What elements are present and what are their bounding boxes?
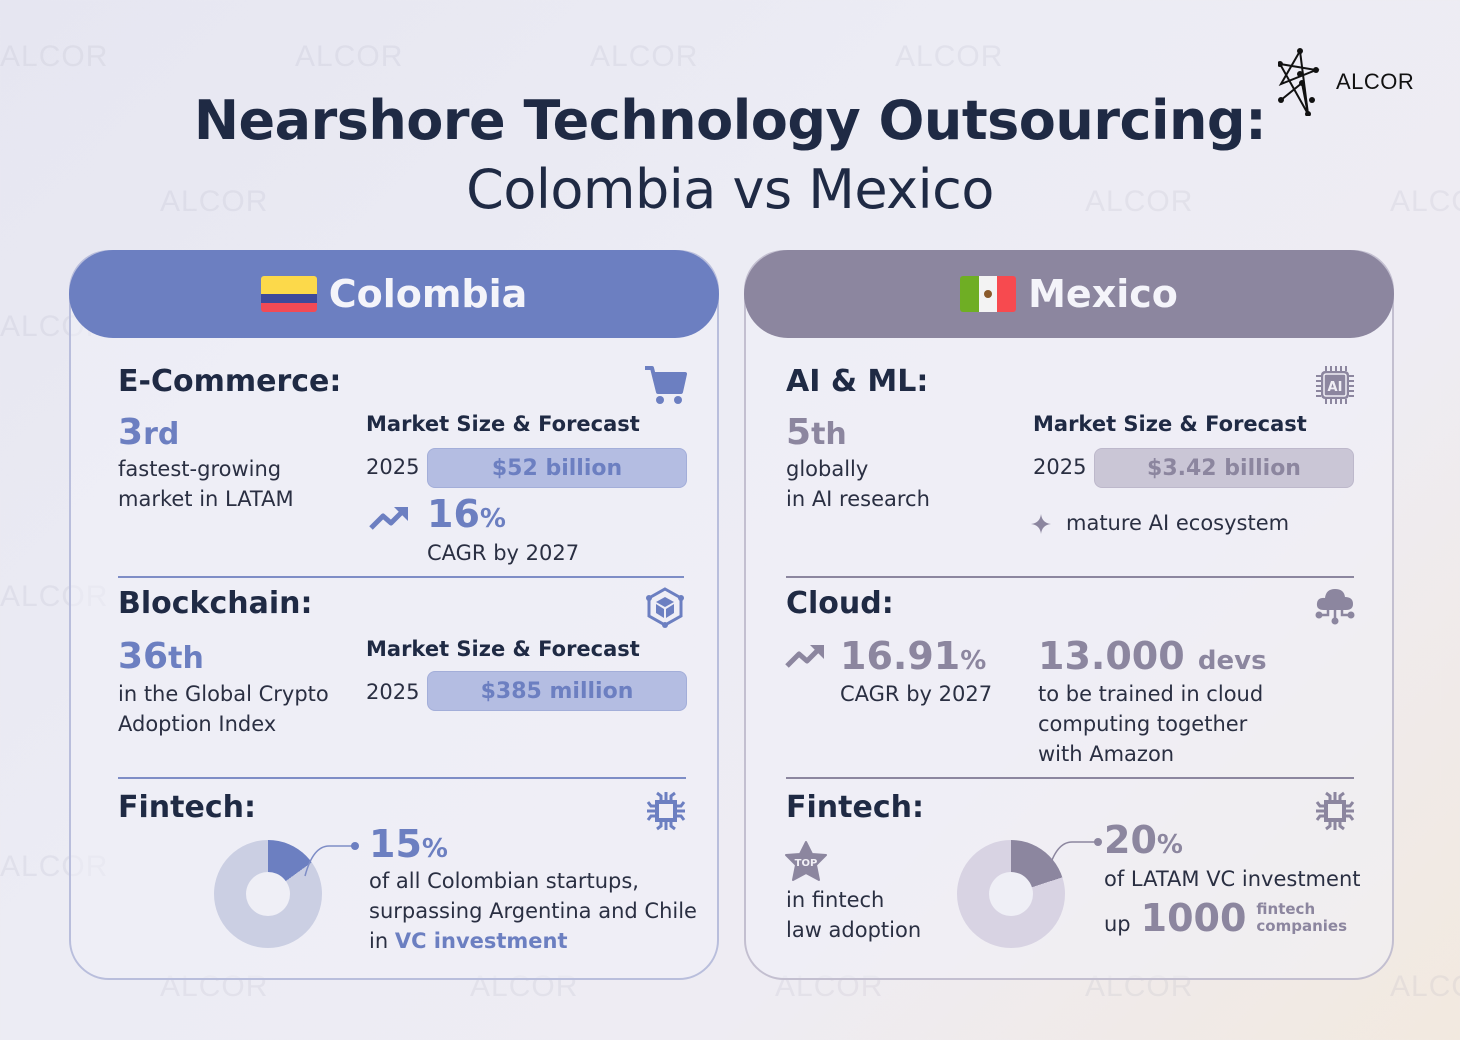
ecommerce-rank-desc: fastest-growing market in LATAM (118, 457, 294, 511)
colombia-card: Colombia E-Commerce: 3rd fastest-growing… (69, 250, 719, 980)
top-star-badge-icon: TOP (785, 841, 827, 881)
blockchain-title: Blockchain: (118, 586, 313, 621)
shopping-cart-icon (645, 366, 687, 404)
mexico-header: Mexico (744, 250, 1394, 338)
colombia-header: Colombia (69, 250, 719, 338)
trending-up-icon (369, 507, 408, 530)
cloud-network-icon (1315, 589, 1355, 625)
cloud-devs: 13.000 devs (1038, 634, 1267, 678)
alcor-logo: ALCOR (1278, 48, 1414, 116)
ecommerce-rank: 3rd (118, 412, 180, 453)
fintech-companies: up 1000 fintech companies (1104, 896, 1347, 940)
mexico-card: Mexico AI & ML: AI 5th globally in AI res… (744, 250, 1394, 980)
section-divider (118, 777, 686, 779)
section-divider (786, 777, 1354, 779)
watermark: ALCOR (590, 40, 699, 73)
circuit-chip-icon (646, 791, 686, 831)
donut-leader-line (1047, 838, 1102, 873)
cloud-cagr: 16.91% (840, 634, 987, 678)
ai-ml-msf-label: Market Size & Forecast (1033, 412, 1307, 436)
blockchain-market-value: $385 million (427, 671, 687, 711)
trending-up-icon (785, 645, 824, 668)
mexico-fintech-donut-chart (957, 840, 1065, 948)
watermark: ALCOR (295, 40, 404, 73)
fintech-law-desc: in fintech law adoption (786, 888, 922, 942)
sparkle-icon (1031, 514, 1051, 534)
colombia-title: Colombia (328, 272, 528, 316)
section-divider (786, 576, 1354, 578)
ai-ml-year: 2025 (1033, 455, 1087, 479)
colombia-flag-icon (260, 276, 317, 312)
blockchain-year: 2025 (366, 680, 420, 704)
donut-leader-line (304, 842, 359, 877)
cloud-title: Cloud: (786, 586, 894, 621)
ai-ml-bullet: mature AI ecosystem (1066, 511, 1290, 535)
section-divider (118, 576, 684, 578)
companies-label: fintech companies (1256, 900, 1348, 935)
mexico-title: Mexico (1028, 272, 1178, 316)
colombia-fintech-donut-chart (214, 840, 322, 948)
ai-ml-rank: 5th (786, 412, 847, 453)
ecommerce-msf-label: Market Size & Forecast (366, 412, 640, 436)
watermark: ALCOR (0, 40, 109, 73)
cloud-cagr-desc: CAGR by 2027 (840, 682, 993, 706)
ai-ml-title: AI & ML: (786, 364, 929, 399)
ecommerce-year: 2025 (366, 455, 420, 479)
ai-chip-icon: AI (1316, 366, 1354, 404)
companies-count: 1000 (1140, 896, 1247, 940)
ecommerce-market-value: $52 billion (427, 448, 687, 488)
ecommerce-cagr-desc: CAGR by 2027 (427, 541, 580, 565)
alcor-logo-text: ALCOR (1336, 69, 1415, 94)
mexico-fintech-title: Fintech: (786, 790, 924, 825)
mexico-fintech-percent: 20% (1104, 818, 1183, 862)
blockchain-msf-label: Market Size & Forecast (366, 637, 640, 661)
ecommerce-cagr: 16% (427, 492, 506, 536)
alcor-star-icon (1278, 48, 1320, 116)
ai-ml-market-value: $3.42 billion (1094, 448, 1354, 488)
svg-text:AI: AI (1328, 380, 1343, 395)
title-line-1: Nearshore Technology Outsourcing: (193, 89, 1267, 152)
ecommerce-title: E-Commerce: (118, 364, 342, 399)
page-title: Nearshore Technology Outsourcing: Colomb… (0, 88, 1460, 226)
watermark: ALCOR (895, 40, 1004, 73)
blockchain-rank-desc: in the Global Crypto Adoption Index (118, 682, 329, 736)
watermark: ALCOR (1390, 970, 1460, 1003)
fintech-title: Fintech: (118, 790, 256, 825)
up-prefix: up (1104, 912, 1131, 936)
cloud-devs-desc: to be trained in cloud computing together… (1038, 682, 1264, 766)
fintech-percent: 15% (369, 822, 448, 866)
mexico-flag-icon (960, 276, 1017, 312)
circuit-chip-icon (1315, 791, 1355, 831)
svg-text:TOP: TOP (795, 858, 818, 869)
fintech-desc: of all Colombian startups, surpassing Ar… (369, 869, 697, 953)
title-line-2: Colombia vs Mexico (466, 158, 994, 221)
blockchain-rank: 36th (118, 636, 204, 677)
mexico-fintech-desc: of LATAM VC investment (1104, 867, 1361, 891)
blockchain-cube-icon (646, 587, 684, 628)
ai-ml-rank-desc: globally in AI research (786, 457, 930, 511)
